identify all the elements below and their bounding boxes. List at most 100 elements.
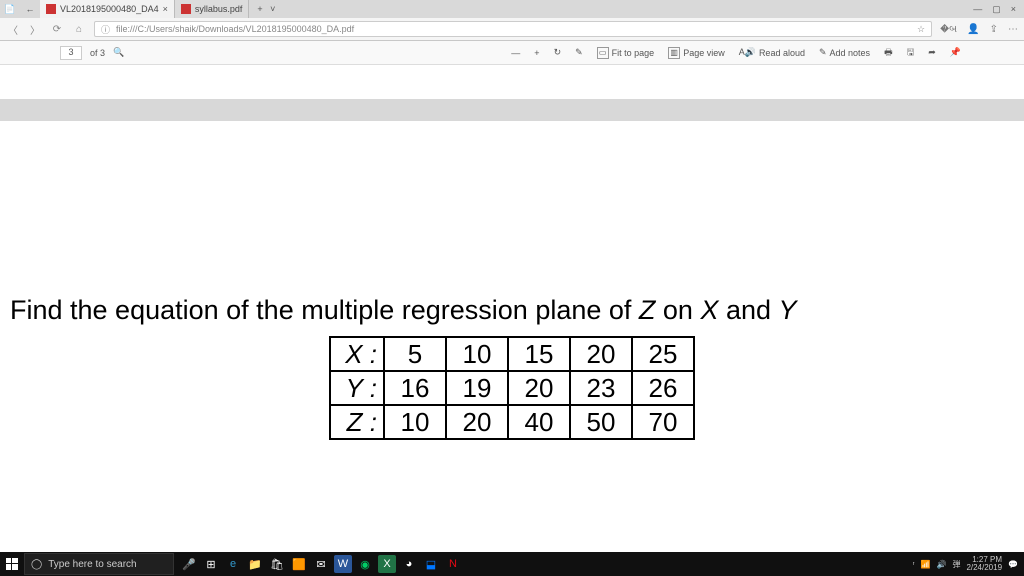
tab-2[interactable]: syllabus.pdf (175, 0, 250, 18)
start-button[interactable] (0, 552, 24, 576)
clock-date: 2/24/2019 (966, 564, 1002, 572)
taskbar: ◯ Type here to search 🎤 ⊞ e 📁 🛍 🟧 ✉ W ◉ … (0, 552, 1024, 576)
info-icon: ⓘ (101, 23, 110, 36)
var-y: Y (779, 295, 797, 325)
pdf-icon (46, 4, 56, 14)
read-icon: A🔊 (739, 47, 756, 58)
groove-icon[interactable]: ◉ (356, 555, 374, 573)
zoom-out-button[interactable]: — (508, 48, 523, 58)
star-icon[interactable]: ☆ (917, 24, 925, 35)
data-table: X : 5 10 15 20 25 Y : 16 19 20 23 26 Z :… (329, 336, 695, 440)
cell: 10 (384, 405, 446, 439)
tab-1-title: VL2018195000480_DA4 (60, 4, 159, 14)
add-notes-button[interactable]: ✎Add notes (816, 47, 873, 58)
save-button[interactable]: 🖫 (904, 45, 918, 61)
url-text: file:///C:/Users/shaik/Downloads/VL20181… (116, 24, 354, 34)
cell: 20 (570, 337, 632, 371)
search-icon[interactable]: 🔍 (113, 47, 124, 58)
refresh-button[interactable]: ⟳ (50, 24, 64, 35)
draw-button[interactable]: ✎ (572, 47, 586, 58)
pdf-icon (181, 4, 191, 14)
row-label: Z : (330, 405, 384, 439)
share-icon[interactable]: ⇪ (990, 24, 998, 35)
pageview-icon: ▥ (668, 47, 680, 59)
app-icon: 📄 (3, 2, 17, 16)
fit-label: Fit to page (612, 48, 655, 58)
store-icon[interactable]: 🛍 (268, 555, 286, 573)
cell: 23 (570, 371, 632, 405)
dropbox-icon[interactable]: ⬓ (422, 555, 440, 573)
fit-to-page-button[interactable]: ▭Fit to page (594, 47, 658, 59)
cell: 50 (570, 405, 632, 439)
cell: 70 (632, 405, 694, 439)
address-bar-row: 〈 〉 ⟳ ⌂ ⓘ file:///C:/Users/shaik/Downloa… (0, 18, 1024, 40)
document-area: Find the equation of the multiple regres… (0, 65, 1024, 535)
tray-network-icon[interactable]: 📶 (921, 560, 931, 569)
cell: 15 (508, 337, 570, 371)
table-row: Y : 16 19 20 23 26 (330, 371, 694, 405)
tray-up-icon[interactable]: ʳ (913, 560, 915, 569)
taskview-icon[interactable]: ⊞ (202, 555, 220, 573)
pageview-label: Page view (683, 48, 725, 58)
word-icon[interactable]: W (334, 555, 352, 573)
action-center-icon[interactable]: 💬 (1008, 560, 1018, 569)
notes-icon: ✎ (819, 47, 827, 58)
maximize-button[interactable]: ▢ (992, 4, 1001, 15)
tab-2-title: syllabus.pdf (195, 4, 243, 14)
taskbar-search-placeholder: Type here to search (48, 559, 136, 570)
excel-icon[interactable]: X (378, 555, 396, 573)
cell: 19 (446, 371, 508, 405)
minimize-button[interactable]: — (973, 4, 982, 15)
page-number-input[interactable]: 3 (60, 46, 82, 60)
taskbar-clock[interactable]: 1:27 PM 2/24/2019 (966, 556, 1002, 572)
mail-icon[interactable]: ✉ (312, 555, 330, 573)
row-label: Y : (330, 371, 384, 405)
edge-icon[interactable]: e (224, 555, 242, 573)
new-tab-button[interactable]: + ˅ (249, 4, 283, 14)
taskbar-apps: 🎤 ⊞ e 📁 🛍 🟧 ✉ W ◉ X ◕ ⬓ N (180, 555, 462, 573)
cell: 25 (632, 337, 694, 371)
tray-ime-icon[interactable]: 弾 (952, 559, 960, 570)
forward-button[interactable]: 〉 (28, 22, 42, 37)
var-z: Z (639, 295, 656, 325)
rotate-button[interactable]: ↻ (551, 47, 565, 58)
table-row: X : 5 10 15 20 25 (330, 337, 694, 371)
netflix-icon[interactable]: N (444, 555, 462, 573)
pin-button[interactable]: 📌 (947, 47, 964, 58)
more-icon[interactable]: ⋯ (1008, 24, 1018, 35)
tray-volume-icon[interactable]: 🔊 (936, 560, 946, 569)
pdf-toolbar: 3 of 3 🔍 — + ↻ ✎ ▭Fit to page ▥Page view… (0, 41, 1024, 65)
taskbar-search[interactable]: ◯ Type here to search (24, 553, 174, 575)
read-aloud-button[interactable]: A🔊Read aloud (736, 47, 808, 58)
address-bar[interactable]: ⓘ file:///C:/Users/shaik/Downloads/VL201… (94, 21, 932, 37)
row-label: X : (330, 337, 384, 371)
back-button[interactable]: 〈 (6, 22, 20, 37)
cell: 16 (384, 371, 446, 405)
system-tray: ʳ 📶 🔊 弾 1:27 PM 2/24/2019 💬 (907, 556, 1024, 572)
cell: 10 (446, 337, 508, 371)
save-as-button[interactable]: ➦ (925, 47, 939, 58)
cell: 5 (384, 337, 446, 371)
chrome-icon[interactable]: ◕ (400, 555, 418, 573)
tab-1-close-icon[interactable]: × (163, 4, 168, 14)
fit-icon: ▭ (597, 47, 609, 59)
back-small-icon[interactable]: ← (23, 2, 37, 16)
reading-view-icon[interactable]: �બ (940, 24, 957, 35)
explorer-icon[interactable]: 📁 (246, 555, 264, 573)
page-gap (0, 99, 1024, 121)
mic-icon[interactable]: 🎤 (180, 555, 198, 573)
page-view-button[interactable]: ▥Page view (665, 47, 728, 59)
person-icon[interactable]: 👤 (967, 24, 979, 35)
search-circle-icon: ◯ (31, 559, 42, 570)
cell: 26 (632, 371, 694, 405)
print-button[interactable]: 🖶 (881, 45, 896, 61)
zoom-in-button[interactable]: + (531, 48, 542, 58)
home-button[interactable]: ⌂ (72, 24, 86, 35)
close-window-button[interactable]: × (1011, 4, 1016, 15)
windows-icon (6, 558, 18, 570)
problem-mid1: on (655, 295, 700, 325)
tab-1[interactable]: VL2018195000480_DA4 × (40, 0, 175, 18)
table-row: Z : 10 20 40 50 70 (330, 405, 694, 439)
app-icon-1[interactable]: 🟧 (290, 555, 308, 573)
read-label: Read aloud (759, 48, 805, 58)
